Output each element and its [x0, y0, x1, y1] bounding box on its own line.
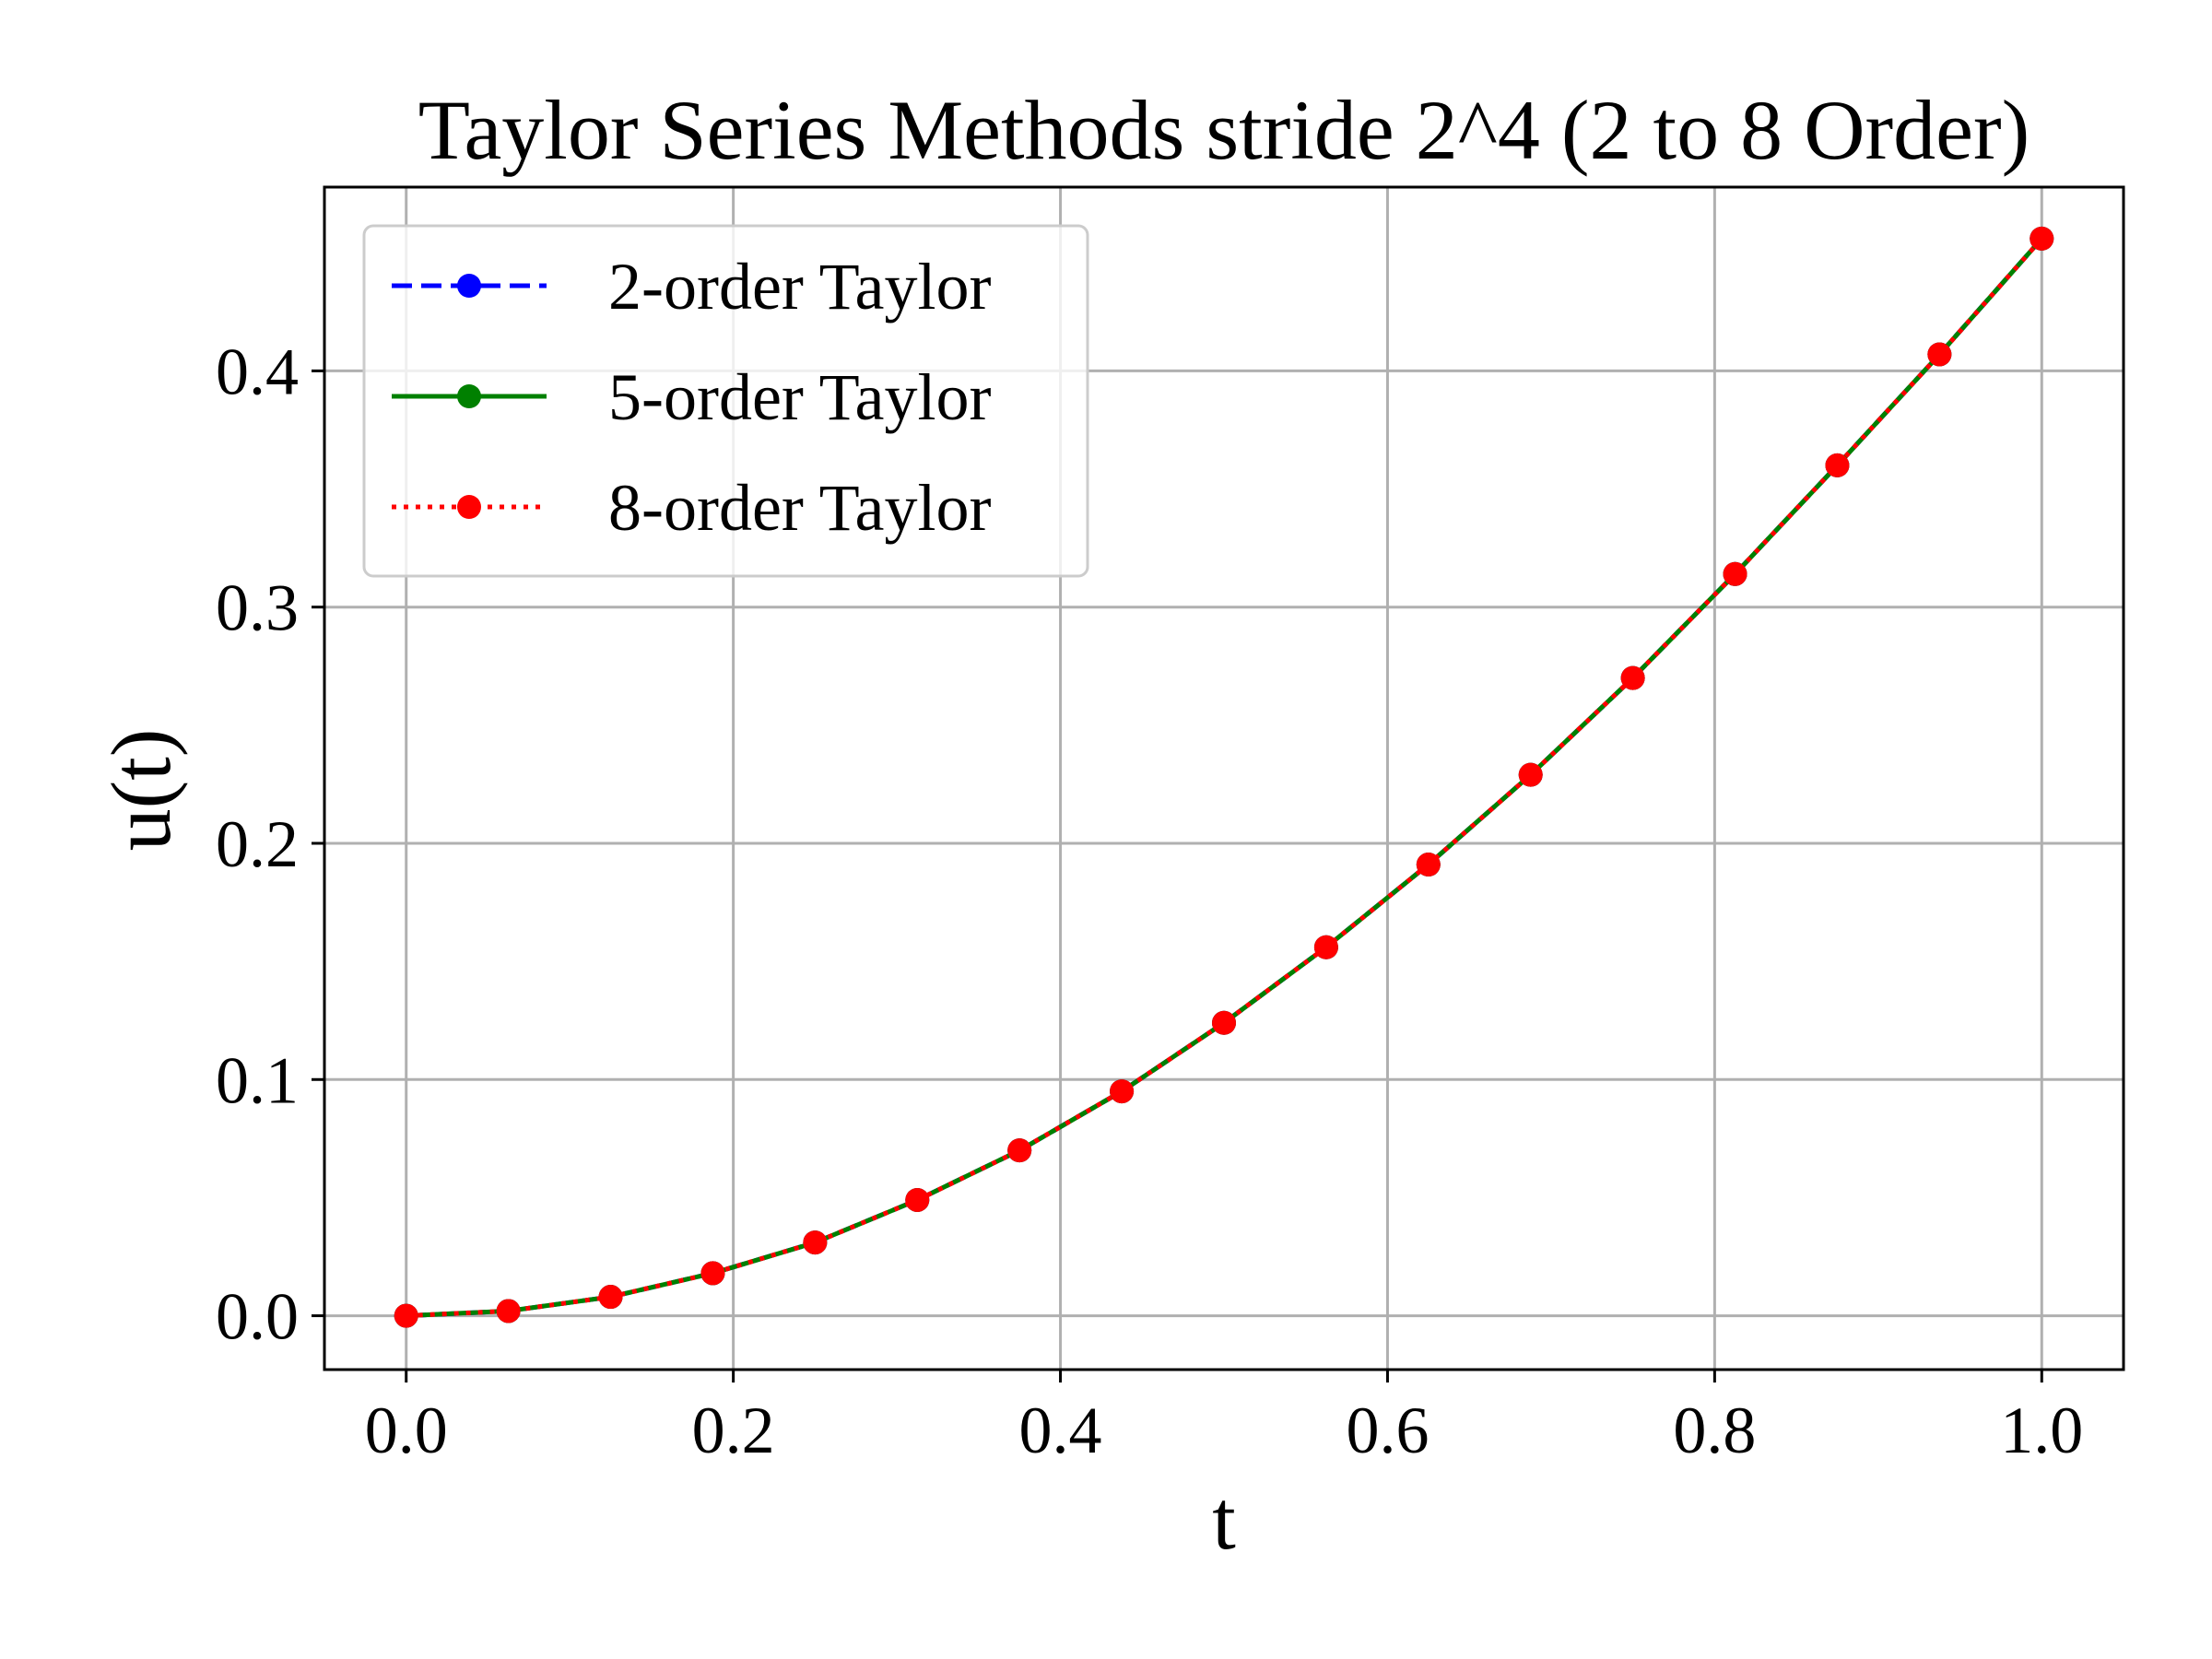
- legend-marker: [457, 495, 481, 519]
- legend-marker: [457, 274, 481, 298]
- data-point: [1825, 453, 1849, 477]
- chart-title: Taylor Series Methods stride 2^4 (2 to 8…: [418, 83, 2030, 177]
- data-point: [803, 1230, 827, 1254]
- data-point: [700, 1261, 724, 1285]
- data-point: [2030, 227, 2053, 251]
- x-axis-ticks: 0.0 0.2 0.4 0.6 0.8 1.0: [365, 1370, 2084, 1467]
- data-point: [1519, 763, 1543, 787]
- data-point: [1212, 1011, 1236, 1035]
- y-tick-label: 0.3: [216, 571, 299, 645]
- data-point: [497, 1299, 521, 1323]
- x-axis-label: t: [1212, 1473, 1236, 1567]
- data-point: [1927, 342, 1951, 366]
- y-axis-label: u(t): [94, 729, 188, 852]
- data-point: [1417, 853, 1441, 877]
- data-point: [1110, 1079, 1134, 1103]
- x-tick-label: 0.0: [365, 1394, 448, 1467]
- x-tick-label: 0.6: [1346, 1394, 1429, 1467]
- data-point: [1314, 935, 1338, 959]
- legend-marker: [457, 384, 481, 408]
- y-tick-label: 0.2: [216, 807, 299, 881]
- data-point: [1007, 1138, 1031, 1162]
- x-tick-label: 0.2: [692, 1394, 775, 1467]
- legend-label: 8-order Taylor: [608, 471, 992, 545]
- y-tick-label: 0.4: [216, 335, 299, 408]
- legend-label: 2-order Taylor: [608, 250, 992, 324]
- data-point: [599, 1285, 623, 1309]
- data-point: [1724, 562, 1747, 586]
- x-tick-label: 0.8: [1673, 1394, 1756, 1467]
- data-point: [905, 1188, 929, 1212]
- x-tick-label: 0.4: [1019, 1394, 1102, 1467]
- y-axis-ticks: 0.0 0.1 0.2 0.3 0.4: [216, 335, 324, 1353]
- x-tick-label: 1.0: [2000, 1394, 2083, 1467]
- y-tick-label: 0.0: [216, 1280, 299, 1354]
- data-point: [1621, 666, 1645, 690]
- legend: 2-order Taylor 5-order Taylor 8-order Tayl…: [364, 226, 1088, 576]
- data-point: [394, 1304, 418, 1328]
- y-tick-label: 0.1: [216, 1043, 299, 1117]
- legend-label: 5-order Taylor: [608, 360, 992, 434]
